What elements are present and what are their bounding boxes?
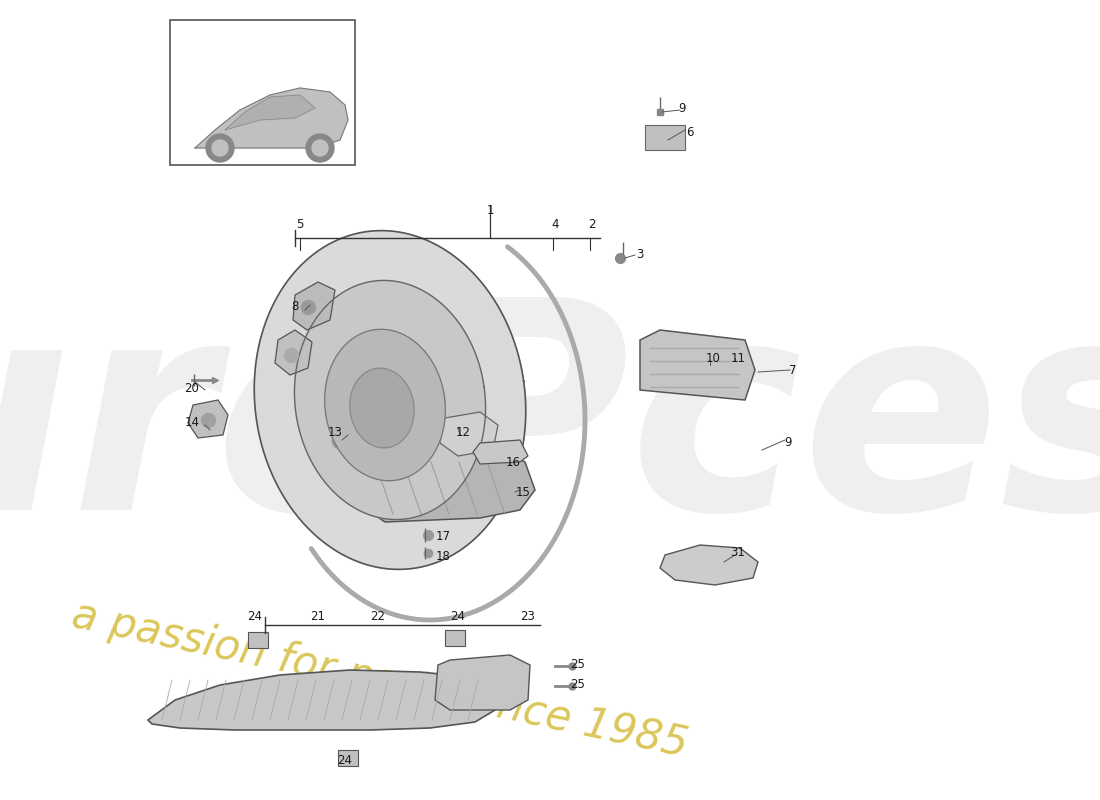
Text: 4: 4 — [551, 218, 559, 231]
Text: 6: 6 — [686, 126, 694, 138]
Polygon shape — [295, 281, 485, 519]
Text: 25: 25 — [571, 678, 585, 691]
Text: 10: 10 — [705, 351, 720, 365]
Text: 5: 5 — [296, 218, 304, 231]
Text: 9: 9 — [784, 435, 792, 449]
Text: 18: 18 — [436, 550, 450, 562]
Text: 13: 13 — [328, 426, 342, 438]
Text: 15: 15 — [516, 486, 530, 498]
Text: 24: 24 — [248, 610, 263, 623]
Polygon shape — [226, 95, 315, 130]
Polygon shape — [275, 330, 312, 375]
Text: 7: 7 — [790, 363, 796, 377]
Polygon shape — [640, 330, 755, 400]
Text: euroPces: euroPces — [0, 289, 1100, 571]
Text: 22: 22 — [371, 610, 385, 623]
Circle shape — [206, 134, 234, 162]
Polygon shape — [434, 655, 530, 710]
Polygon shape — [195, 88, 348, 148]
Bar — [248, 632, 268, 648]
Text: 25: 25 — [571, 658, 585, 671]
Text: a passion for parts since 1985: a passion for parts since 1985 — [68, 594, 692, 766]
Circle shape — [306, 134, 334, 162]
Text: 1: 1 — [486, 203, 494, 217]
Text: 17: 17 — [436, 530, 451, 543]
Text: 24: 24 — [338, 754, 352, 766]
Bar — [170, 20, 355, 165]
Text: 23: 23 — [520, 610, 536, 623]
Text: 20: 20 — [185, 382, 199, 394]
Polygon shape — [440, 412, 498, 456]
Polygon shape — [350, 368, 415, 448]
Text: 16: 16 — [506, 457, 520, 470]
Text: 14: 14 — [185, 415, 199, 429]
Polygon shape — [254, 230, 526, 570]
Polygon shape — [324, 330, 446, 481]
Polygon shape — [660, 545, 758, 585]
Circle shape — [312, 140, 328, 156]
Text: 12: 12 — [455, 426, 471, 438]
Text: 8: 8 — [292, 301, 299, 314]
Polygon shape — [473, 440, 528, 464]
Text: 11: 11 — [730, 351, 746, 365]
Polygon shape — [645, 125, 685, 150]
Polygon shape — [293, 282, 336, 330]
Text: 24: 24 — [451, 610, 465, 623]
Polygon shape — [348, 448, 535, 522]
Text: 3: 3 — [636, 247, 644, 261]
Text: 2: 2 — [588, 218, 596, 231]
Text: 31: 31 — [730, 546, 746, 559]
Polygon shape — [188, 400, 228, 438]
Text: 9: 9 — [679, 102, 685, 114]
Polygon shape — [148, 670, 500, 730]
Bar — [338, 750, 358, 766]
Circle shape — [212, 140, 228, 156]
Text: 21: 21 — [310, 610, 326, 623]
Bar — [446, 630, 465, 646]
